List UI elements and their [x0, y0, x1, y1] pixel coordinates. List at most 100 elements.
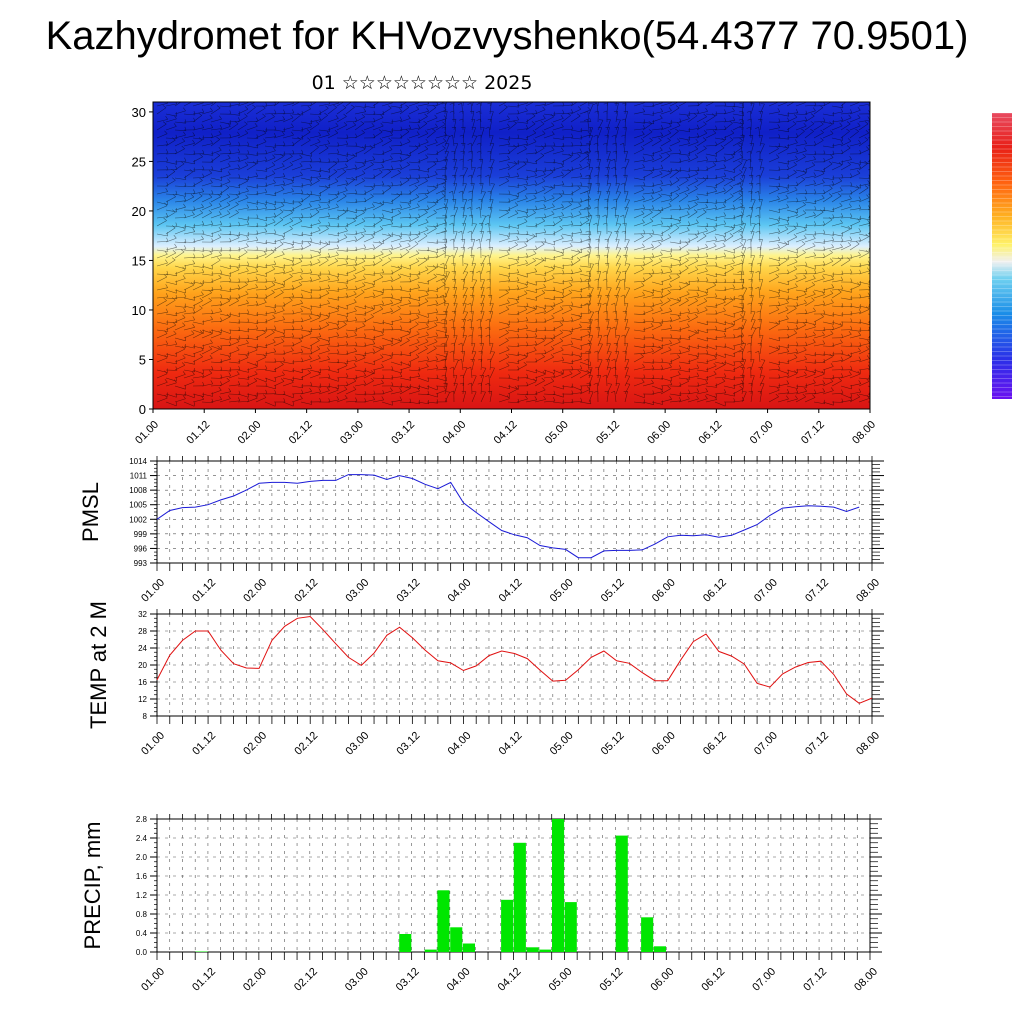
wind-barb — [156, 119, 168, 123]
wind-barb-flag — [794, 139, 798, 143]
wind-barb — [417, 212, 428, 219]
wind-barb — [759, 143, 765, 155]
wind-barb — [255, 192, 267, 195]
wind-barb — [705, 128, 718, 131]
wind-barb — [462, 167, 468, 179]
wind-barb-flag — [364, 207, 367, 212]
wind-barb — [714, 167, 726, 171]
wind-barb — [237, 180, 248, 187]
wind-barb-flag — [399, 180, 403, 185]
wind-barb — [615, 174, 618, 187]
wind-barb-flag — [694, 146, 698, 150]
wind-barb-flag — [211, 102, 213, 104]
wind-barb-flag — [758, 118, 763, 121]
wind-barb-flag — [264, 156, 268, 161]
wind-barb-flag — [819, 105, 824, 108]
wind-barb — [417, 110, 429, 115]
wind-barb — [372, 131, 383, 139]
wind-barb — [651, 211, 662, 219]
wind-barb — [354, 220, 366, 227]
wind-barb — [623, 215, 626, 227]
wind-barb — [849, 161, 861, 165]
wind-barb — [480, 199, 483, 211]
wind-barb-flag — [315, 121, 320, 125]
wind-barb-flag — [785, 194, 789, 199]
wind-barb — [597, 102, 599, 107]
wind-barb-flag — [867, 116, 870, 121]
wind-barb-flag — [786, 220, 790, 225]
wind-barb — [831, 111, 843, 115]
wind-barb-flag — [209, 114, 213, 119]
wind-barb-flag — [542, 130, 546, 134]
wind-barb — [633, 159, 645, 163]
wind-barb — [372, 153, 385, 155]
wind-barb — [525, 212, 536, 219]
wind-barb-flag — [391, 182, 394, 186]
wind-barb — [786, 123, 797, 131]
wind-barb-flag — [176, 112, 178, 117]
wind-barb-flag — [166, 157, 169, 162]
wind-barb-flag — [336, 203, 339, 208]
wind-barb — [813, 209, 826, 212]
wind-barb-flag — [356, 176, 358, 181]
wind-barb — [174, 206, 186, 211]
wind-barb-flag — [849, 155, 852, 160]
wind-barb-flag — [602, 214, 607, 217]
wind-barb — [309, 211, 320, 219]
wind-barb — [813, 121, 826, 123]
wind-barb — [534, 147, 545, 155]
wind-barb — [660, 205, 672, 211]
wind-barb-flag — [567, 112, 571, 116]
wind-barb — [507, 146, 517, 155]
wind-barb — [264, 113, 277, 115]
wind-barb — [741, 118, 743, 131]
wind-barb-flag — [677, 138, 681, 142]
wind-barb-flag — [694, 154, 699, 158]
wind-barb — [174, 134, 186, 139]
wind-barb — [570, 137, 582, 140]
wind-barb — [705, 225, 718, 228]
wind-barb-flag — [670, 214, 673, 219]
wind-barb — [435, 159, 447, 163]
wind-barb — [606, 175, 609, 187]
wind-barb — [749, 158, 752, 171]
wind-barb-flag — [351, 176, 355, 180]
wind-barb — [552, 126, 564, 131]
wind-barb — [219, 225, 232, 227]
wind-barb — [849, 143, 861, 147]
wind-barb-flag — [585, 142, 590, 145]
wind-barb — [452, 191, 455, 203]
wind-barb — [534, 220, 545, 227]
wind-barb-flag — [802, 153, 806, 157]
wind-barb — [614, 166, 617, 179]
wind-barb — [264, 157, 276, 163]
wind-barb — [813, 107, 824, 115]
wind-barb-flag — [381, 181, 385, 185]
wind-barb — [570, 167, 582, 171]
wind-barb — [516, 183, 528, 187]
wind-barb-flag — [459, 110, 464, 113]
wind-barb-flag — [553, 142, 556, 147]
wind-barb-flag — [343, 122, 348, 126]
wind-barb — [660, 199, 672, 203]
wind-barb-flag — [391, 199, 394, 204]
wind-barb — [606, 199, 609, 211]
wind-barb — [372, 140, 383, 147]
wind-barb-flag — [218, 146, 222, 151]
wind-barb — [795, 119, 807, 123]
wind-barb-flag — [274, 191, 277, 196]
wind-barb — [381, 209, 393, 214]
wind-barb-flag — [441, 182, 446, 185]
wind-barb — [264, 136, 276, 139]
wind-barb — [237, 177, 249, 181]
wind-barb-flag — [414, 185, 419, 188]
wind-barb-flag — [748, 206, 753, 209]
wind-barb-flag — [587, 106, 591, 111]
wind-barb-flag — [795, 155, 798, 160]
wind-barb — [669, 152, 682, 155]
wind-barb-flag — [229, 110, 232, 115]
wind-barb-flag — [670, 222, 673, 227]
wind-barb-flag — [316, 98, 319, 101]
wind-barb-flag — [558, 193, 563, 197]
wind-barb-flag — [787, 117, 790, 122]
